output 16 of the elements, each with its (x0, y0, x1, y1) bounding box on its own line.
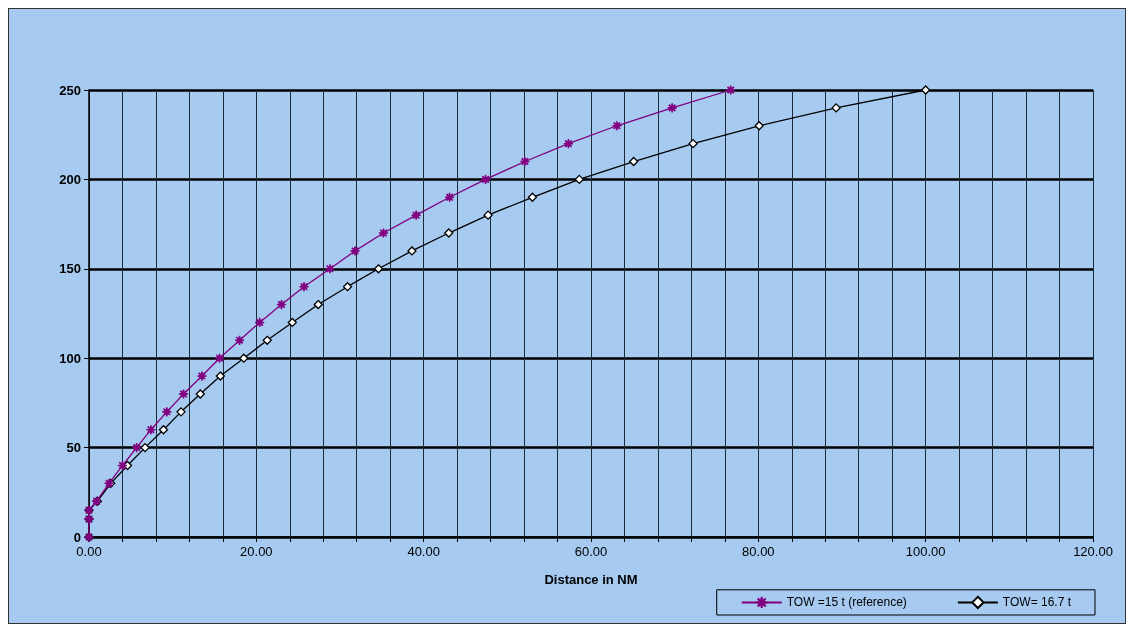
y-tick-label: 200 (59, 171, 81, 187)
y-tick-label: 0 (73, 529, 81, 545)
x-tick-label: 20.00 (240, 544, 273, 559)
x-tick-label: 100.00 (905, 544, 946, 559)
legend-label: TOW= 16.7 t (1002, 595, 1072, 610)
y-tick-label: 250 (59, 82, 81, 98)
y-tick-label: 100 (59, 350, 81, 366)
legend-label: TOW =15 t (reference) (786, 595, 907, 610)
x-axis-title: Distance in NM (544, 572, 638, 587)
y-tick-label: 150 (59, 261, 81, 277)
x-tick-label: 40.00 (407, 544, 440, 559)
x-tick-label: 80.00 (742, 544, 775, 559)
x-tick-label: 60.00 (574, 544, 608, 559)
x-tick-label: 120.00 (1073, 544, 1113, 559)
x-tick-label: 0.00 (76, 544, 102, 559)
y-tick-label: 50 (66, 440, 81, 456)
